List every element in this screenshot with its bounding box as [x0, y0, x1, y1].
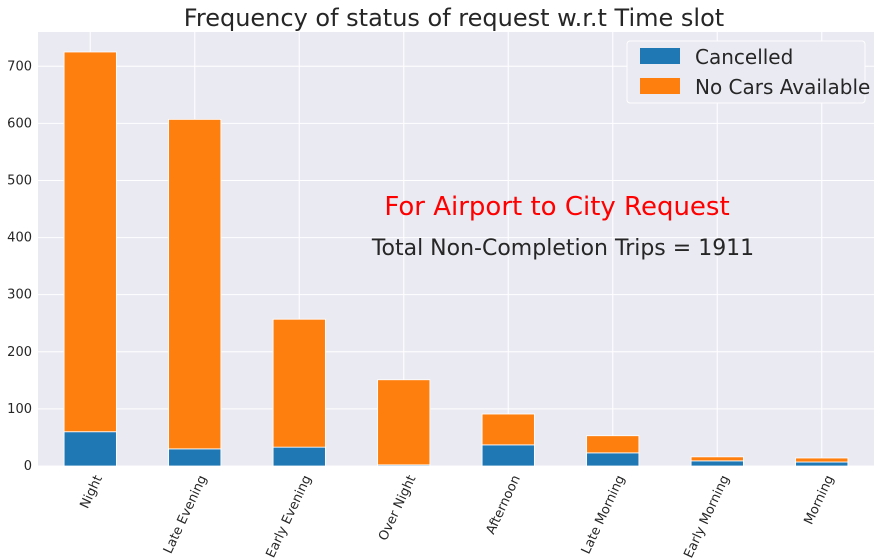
legend-box: [626, 40, 866, 104]
x-tick-label: Over Night: [376, 473, 419, 543]
legend-swatch-cancelled: [640, 48, 680, 64]
bar-cancelled-early-morning: [690, 460, 744, 467]
y-tick-label: 100: [7, 402, 32, 417]
y-tick-label: 300: [7, 288, 32, 303]
x-tick-label: Afternoon: [483, 473, 523, 537]
bars: [63, 51, 849, 467]
y-tick-label: 200: [7, 345, 32, 360]
y-axis: 0 100 200 300 400 500 600 700: [7, 59, 32, 474]
legend-swatch-no-cars: [640, 78, 680, 94]
bar-no-cars-late-evening: [168, 118, 222, 450]
bar-no-cars-early-evening: [272, 318, 326, 448]
x-tick-label: Morning: [802, 473, 838, 527]
y-tick-label: 0: [24, 459, 32, 474]
bar-cancelled-early-evening: [272, 446, 326, 467]
annotation-total: Total Non-Completion Trips = 1911: [371, 236, 754, 261]
bar-cancelled-night: [63, 431, 117, 467]
x-tick-label: Late Morning: [579, 473, 629, 556]
x-tick-label: Night: [77, 473, 105, 511]
bar-no-cars-morning: [795, 457, 849, 463]
legend-label-no-cars: No Cars Available: [695, 75, 870, 99]
legend-label-cancelled: Cancelled: [695, 45, 793, 69]
bar-no-cars-night: [63, 51, 117, 433]
bar-cancelled-morning: [795, 461, 849, 467]
bar-no-cars-over-night: [377, 379, 431, 466]
y-tick-label: 700: [7, 59, 32, 74]
chart-title: Frequency of status of request w.r.t Tim…: [184, 4, 724, 32]
y-tick-label: 600: [7, 116, 32, 131]
x-axis: Night Late Evening Early Evening Over Night…: [77, 473, 837, 558]
bar-cancelled-afternoon: [481, 444, 535, 467]
x-tick-label: Early Morning: [681, 473, 732, 558]
bar-cancelled-late-evening: [168, 448, 222, 467]
bar-no-cars-late-morning: [586, 435, 640, 454]
x-tick-label: Late Evening: [161, 473, 210, 556]
annotation-route: For Airport to City Request: [384, 192, 729, 222]
y-tick-label: 500: [7, 173, 32, 188]
legend: Cancelled No Cars Available: [626, 40, 870, 104]
bar-no-cars-afternoon: [481, 413, 535, 446]
x-tick-label: Early Evening: [264, 473, 315, 558]
bar-cancelled-late-morning: [586, 452, 640, 467]
y-tick-label: 400: [7, 231, 32, 246]
bar-no-cars-early-morning: [690, 456, 744, 462]
